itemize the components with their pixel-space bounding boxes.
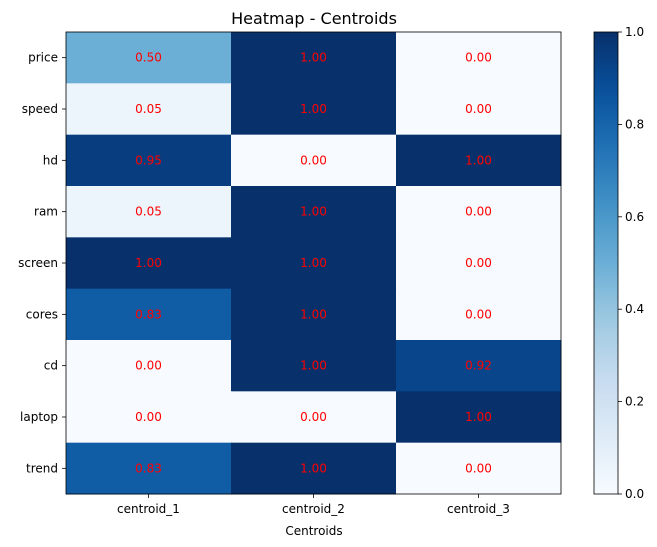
heatmap-cells [66, 32, 562, 495]
cell-value-label: 0.00 [465, 307, 492, 321]
y-tick-label: cd [44, 359, 58, 373]
cell-value-label: 1.00 [300, 461, 327, 475]
cell-value-label: 0.00 [465, 461, 492, 475]
x-axis-label: Centroids [285, 524, 342, 538]
heatmap-cell [231, 288, 397, 341]
cell-value-label: 0.83 [135, 461, 162, 475]
cell-value-label: 0.00 [465, 256, 492, 270]
heatmap-cell [231, 186, 397, 238]
y-tick-label: hd [43, 153, 58, 167]
cell-value-label: 0.05 [135, 205, 162, 219]
heatmap-cell [66, 442, 232, 495]
x-tick-label: centroid_3 [447, 502, 510, 516]
cell-value-label: 1.00 [300, 256, 327, 270]
cell-value-label: 1.00 [300, 51, 327, 65]
cell-value-label: 0.00 [465, 102, 492, 116]
heatmap-cell [231, 134, 397, 187]
heatmap-cell [396, 186, 562, 238]
cell-value-label: 0.00 [465, 51, 492, 65]
heatmap-cell [66, 237, 232, 290]
colorbar-tick-label: 0.2 [625, 395, 644, 409]
cell-value-label: 0.50 [135, 51, 162, 65]
cell-value-label: 0.00 [300, 153, 327, 167]
heatmap-cell [66, 32, 232, 84]
y-axis: price speed hd ram screen cores cd laptop trend [18, 51, 66, 475]
cell-value-label: 1.00 [135, 256, 162, 270]
cell-value-label: 1.00 [300, 307, 327, 321]
heatmap-cell [396, 340, 562, 392]
y-tick-label: trend [26, 461, 58, 475]
cell-value-label: 0.95 [135, 153, 162, 167]
y-tick-label: laptop [20, 410, 58, 424]
y-tick-label: price [28, 51, 58, 65]
heatmap-cell [231, 32, 397, 84]
heatmap-cell [66, 186, 232, 238]
heatmap-cell [66, 134, 232, 187]
heatmap-cell [231, 391, 397, 444]
y-tick-label: cores [26, 307, 58, 321]
cell-value-label: 0.83 [135, 307, 162, 321]
colorbar-tick-label: 0.0 [625, 487, 644, 501]
cell-value-label: 1.00 [465, 153, 492, 167]
cell-value-label: 0.00 [135, 359, 162, 373]
heatmap-cell [66, 340, 232, 392]
heatmap-cell [396, 83, 562, 136]
heatmap-cell [231, 340, 397, 392]
x-axis: centroid_1 centroid_2 centroid_3 [117, 494, 510, 516]
heatmap-cell [396, 134, 562, 187]
cell-value-label: 0.00 [300, 410, 327, 424]
heatmap-cell [231, 83, 397, 136]
colorbar-tick-label: 0.8 [625, 117, 644, 131]
heatmap-cell [396, 391, 562, 444]
cell-value-label: 0.05 [135, 102, 162, 116]
colorbar-tick-label: 0.6 [625, 210, 644, 224]
cell-value-label: 1.00 [465, 410, 492, 424]
heatmap-cell-labels: 0.50 1.00 0.00 0.05 1.00 0.00 0.95 0.00 1.00 0.05… [135, 51, 492, 476]
cell-value-label: 0.92 [465, 359, 492, 373]
cell-value-label: 0.00 [465, 205, 492, 219]
cell-value-label: 1.00 [300, 102, 327, 116]
y-tick-label: speed [22, 102, 58, 116]
chart-title: Heatmap - Centroids [231, 9, 397, 28]
y-tick-label: ram [34, 205, 58, 219]
cell-value-label: 0.00 [135, 410, 162, 424]
colorbar: 0.0 0.2 0.4 0.6 0.8 1.0 [593, 25, 644, 501]
x-tick-label: centroid_2 [282, 502, 345, 516]
heatmap-cell [396, 32, 562, 84]
colorbar-gradient [593, 31, 619, 495]
heatmap-cell [396, 288, 562, 341]
heatmap-cell [396, 442, 562, 495]
y-tick-label: screen [18, 256, 58, 270]
colorbar-tick-label: 0.4 [625, 302, 644, 316]
heatmap-cell [66, 288, 232, 341]
cell-value-label: 1.00 [300, 359, 327, 373]
heatmap-cell [66, 83, 232, 136]
heatmap-cell [66, 391, 232, 444]
cell-value-label: 1.00 [300, 205, 327, 219]
x-tick-label: centroid_1 [117, 502, 180, 516]
heatmap-cell [231, 442, 397, 495]
colorbar-tick-label: 1.0 [625, 25, 644, 39]
heatmap-cell [231, 237, 397, 290]
heatmap-cell [396, 237, 562, 290]
